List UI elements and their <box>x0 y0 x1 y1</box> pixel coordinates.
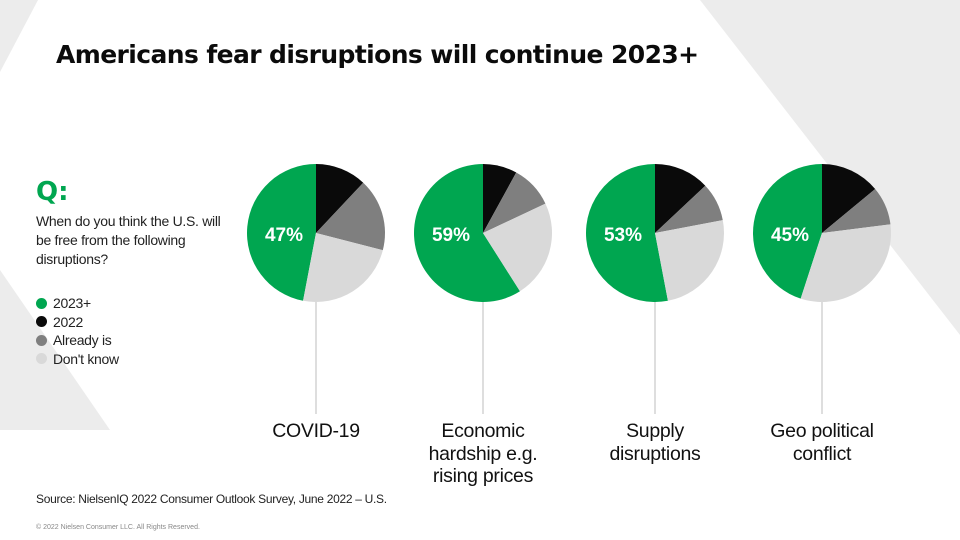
page-title: Americans fear disruptions will continue… <box>56 40 699 69</box>
question-marker: Q: <box>36 177 69 207</box>
legend-item-already-is: Already is <box>36 331 119 350</box>
legend-swatch <box>36 353 47 365</box>
pie-4: 45% <box>753 164 892 414</box>
pie-slice-2022 <box>483 164 517 233</box>
legend-label: 2023+ <box>53 295 91 312</box>
pie-slice-already-is <box>822 189 891 233</box>
top-left-shape <box>0 0 38 72</box>
pie-slice-dont-know <box>483 203 552 292</box>
pie-slice-2023plus <box>247 164 316 301</box>
pie-slice-2023plus <box>414 164 520 302</box>
pie-slice-already-is <box>483 172 546 233</box>
pie-slice-2022 <box>822 164 876 233</box>
legend-swatch <box>36 297 47 309</box>
category-label-covid: COVID-19 <box>272 420 360 442</box>
pie-1: 47% <box>247 164 385 414</box>
category-label-supply-disruptions: Supply disruptions <box>609 420 701 465</box>
pie-slice-already-is <box>316 182 385 251</box>
category-label-geo-political-conflict: Geo political conflict <box>770 420 874 465</box>
pie-slice-already-is <box>655 185 723 233</box>
left-gray-shape <box>0 270 110 430</box>
legend-swatch <box>36 334 47 346</box>
pie-3: 53% <box>586 164 725 414</box>
pie-data-label: 59% <box>432 225 470 246</box>
pie-slice-2023plus <box>753 164 822 299</box>
legend-item-2022: 2022 <box>36 313 119 332</box>
pie-slice-2023plus <box>586 164 668 303</box>
legend-label: Don't know <box>53 350 119 367</box>
legend-label: Already is <box>53 332 112 349</box>
pie-slice-2022 <box>655 164 706 233</box>
copyright-note: © 2022 Nielsen Consumer LLC. All Rights … <box>36 524 200 531</box>
pie-2: 59% <box>414 164 552 414</box>
pie-slice-dont-know <box>303 233 383 302</box>
pie-data-label: 45% <box>771 225 809 246</box>
pie-slice-dont-know <box>655 220 725 301</box>
legend-item-dont-know: Don't know <box>36 350 119 369</box>
question-text: When do you think the U.S. will be free … <box>36 213 221 267</box>
chart-legend: 2023+ 2022 Already is Don't know <box>36 294 119 368</box>
pie-data-label: 47% <box>265 225 303 246</box>
source-note: Source: NielsenIQ 2022 Consumer Outlook … <box>36 492 387 506</box>
pie-slice-dont-know <box>800 224 892 302</box>
legend-label: 2022 <box>53 313 83 330</box>
legend-item-2023plus: 2023+ <box>36 294 119 313</box>
pie-slice-2022 <box>316 164 364 233</box>
pie-data-label: 53% <box>604 225 642 246</box>
legend-swatch <box>36 316 47 328</box>
category-label-economic-hardship: Economic hardship e.g. rising prices <box>428 420 538 487</box>
